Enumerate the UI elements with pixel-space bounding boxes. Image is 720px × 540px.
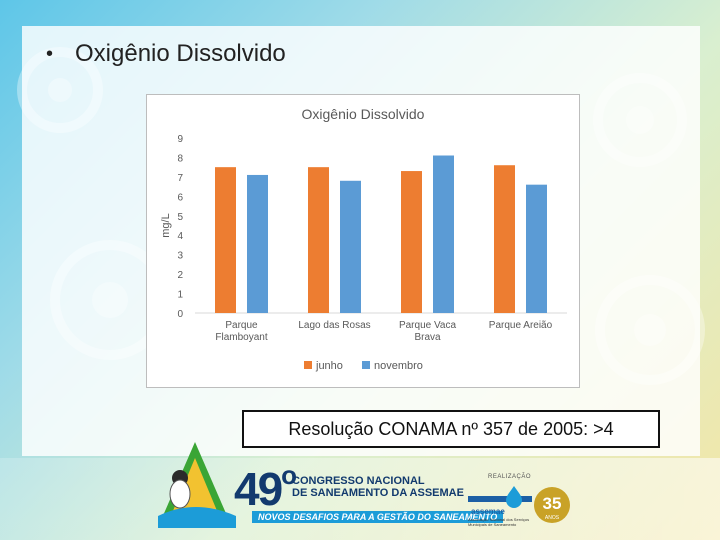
- congress-emblem-icon: [158, 442, 236, 528]
- y-axis-label: mg/L: [160, 213, 172, 237]
- realizacao-label: REALIZAÇÃO: [488, 474, 532, 480]
- legend-swatch-novembro: [362, 361, 370, 369]
- anos-label: ANOS: [545, 515, 560, 521]
- bar-junho: [401, 171, 422, 313]
- chart-svg: Oxigênio Dissolvido 0 1 2 3 4 5 6 7 8 9 mg/L ParqueF…: [160, 106, 567, 372]
- y-tick-label: 4: [177, 231, 183, 242]
- assemae-drop-icon: [468, 486, 532, 508]
- congress-number-value: 49: [234, 463, 283, 515]
- slide-heading: • Oxigênio Dissolvido: [46, 40, 286, 68]
- bar-novembro: [247, 174, 268, 313]
- congress-number: 49o: [234, 460, 297, 516]
- x-tick-label: Lago das Rosas: [298, 320, 370, 331]
- resolution-callout: Resolução CONAMA nº 357 de 2005: >4: [242, 410, 660, 448]
- congress-title: CONGRESSO NACIONAL DE SANEAMENTO DA ASSE…: [292, 475, 464, 499]
- bar-novembro: [340, 180, 361, 313]
- bar-junho: [215, 167, 236, 313]
- resolution-text: Resolução CONAMA nº 357 de 2005: >4: [288, 418, 614, 439]
- legend-swatch-junho: [304, 361, 312, 369]
- congress-ordinal: o: [281, 460, 297, 490]
- anos-number: 35: [543, 494, 562, 513]
- x-tick-label: Parque: [225, 320, 258, 331]
- assemae-name: assemae: [471, 507, 505, 516]
- bullet-icon: •: [46, 42, 54, 65]
- y-tick-label: 2: [177, 270, 183, 281]
- y-tick-label: 0: [177, 309, 183, 320]
- oxygen-bar-chart: Oxigênio Dissolvido 0 1 2 3 4 5 6 7 8 9 mg/L Parque F…: [146, 94, 580, 388]
- footer-band: [0, 458, 720, 540]
- x-tick-label: Flamboyant: [215, 332, 267, 343]
- anniversary-badge-icon: 35 ANOS: [534, 487, 570, 523]
- bar-junho: [494, 165, 515, 313]
- congress-title-line1: CONGRESSO NACIONAL: [292, 475, 425, 487]
- x-tick-label: Parque Vaca: [399, 320, 457, 331]
- legend-label-novembro: novembro: [374, 360, 423, 372]
- y-tick-label: 9: [177, 134, 183, 145]
- x-tick-label: Brava: [414, 332, 441, 343]
- bullet-text: Oxigênio Dissolvido: [75, 40, 286, 67]
- y-tick-label: 8: [177, 153, 183, 164]
- bar-novembro: [433, 155, 454, 313]
- y-tick-label: 5: [177, 212, 183, 223]
- congress-tagline: NOVOS DESAFIOS PARA A GESTÃO DO SANEAMEN…: [252, 511, 504, 523]
- assemae-subtitle: Associação Nacional dos Serviços Municip…: [468, 517, 530, 527]
- y-tick-label: 3: [177, 251, 183, 262]
- x-tick-label: Parque Areião: [489, 320, 553, 331]
- bar-junho: [308, 167, 329, 313]
- legend-label-junho: junho: [315, 360, 343, 372]
- y-tick-label: 6: [177, 192, 183, 203]
- y-tick-label: 7: [177, 173, 183, 184]
- congress-title-line2: DE SANEAMENTO DA ASSEMAE: [292, 487, 464, 499]
- y-tick-label: 1: [177, 290, 183, 301]
- chart-title: Oxigênio Dissolvido: [302, 106, 425, 122]
- bar-novembro: [526, 184, 547, 313]
